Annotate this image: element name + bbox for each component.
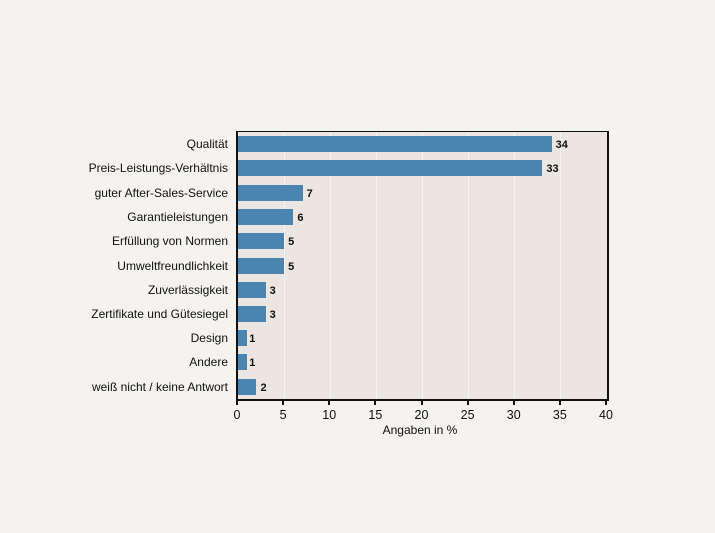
x-tick-label: 35: [552, 408, 567, 422]
x-tick: [420, 399, 423, 405]
bar: [238, 160, 543, 176]
x-tick: [605, 399, 607, 405]
category-label: Andere: [189, 355, 228, 369]
gridline: [468, 132, 470, 399]
bar: [238, 209, 294, 225]
bar: [238, 354, 248, 370]
bar-value-label: 7: [306, 188, 313, 200]
x-tick-label: 0: [233, 408, 241, 422]
bar-value-label: 5: [288, 261, 295, 273]
x-tick-label: 25: [460, 408, 475, 422]
bar-value-label: 3: [269, 285, 276, 297]
bar: [238, 136, 552, 152]
category-label: Qualität: [186, 137, 228, 151]
gridline: [560, 132, 562, 399]
gridline: [329, 132, 331, 399]
gridline: [375, 132, 377, 399]
category-label: Garantieleistungen: [127, 210, 228, 224]
x-tick: [466, 399, 469, 405]
x-tick-label: 30: [506, 408, 521, 422]
x-tick-label: 10: [322, 408, 337, 422]
x-tick-label: 15: [368, 408, 383, 422]
x-tick: [282, 399, 285, 405]
x-tick-label: 5: [279, 408, 287, 422]
category-label: Erfüllung von Normen: [111, 234, 228, 248]
gridline: [422, 132, 423, 399]
bar-value-label: 34: [555, 139, 568, 151]
bar: [238, 185, 303, 201]
x-tick: [374, 399, 377, 405]
gridline: [283, 132, 285, 399]
x-tick: [328, 399, 331, 405]
bar-value-label: 3: [269, 309, 276, 321]
category-label: Umweltfreundlichkeit: [117, 259, 228, 273]
category-label: Preis-Leistungs-Verhältnis: [88, 161, 228, 175]
bar-value-label: 33: [546, 163, 559, 175]
category-label: weiß nicht / keine Antwort: [91, 380, 228, 394]
plot-area: 34 33 7 6 5 5 3 3 1 1 2: [236, 131, 609, 401]
bar-value-label: 5: [288, 236, 295, 248]
x-tick: [558, 399, 561, 405]
x-tick: [236, 399, 238, 405]
bar-value-label: 6: [297, 212, 304, 224]
bar-value-label: 1: [249, 357, 256, 369]
bar: [238, 258, 285, 274]
bar: [238, 306, 266, 322]
bar: [238, 379, 257, 395]
category-label: guter After-Sales-Service: [94, 186, 228, 200]
x-tick-label: 20: [414, 408, 429, 422]
bar: [238, 330, 248, 346]
gridline: [514, 132, 516, 399]
x-tick-label: 40: [599, 408, 613, 422]
category-label: Zertifikate und Gütesiegel: [91, 307, 228, 321]
bar-value-label: 1: [249, 333, 256, 345]
bar: [238, 282, 266, 298]
bar: [238, 233, 285, 249]
category-label: Design: [190, 331, 228, 345]
x-tick: [512, 399, 515, 405]
category-label: Zuverlässigkeit: [147, 283, 228, 297]
bar-value-label: 2: [260, 382, 267, 394]
x-axis-title: Angaben in %: [382, 423, 458, 437]
